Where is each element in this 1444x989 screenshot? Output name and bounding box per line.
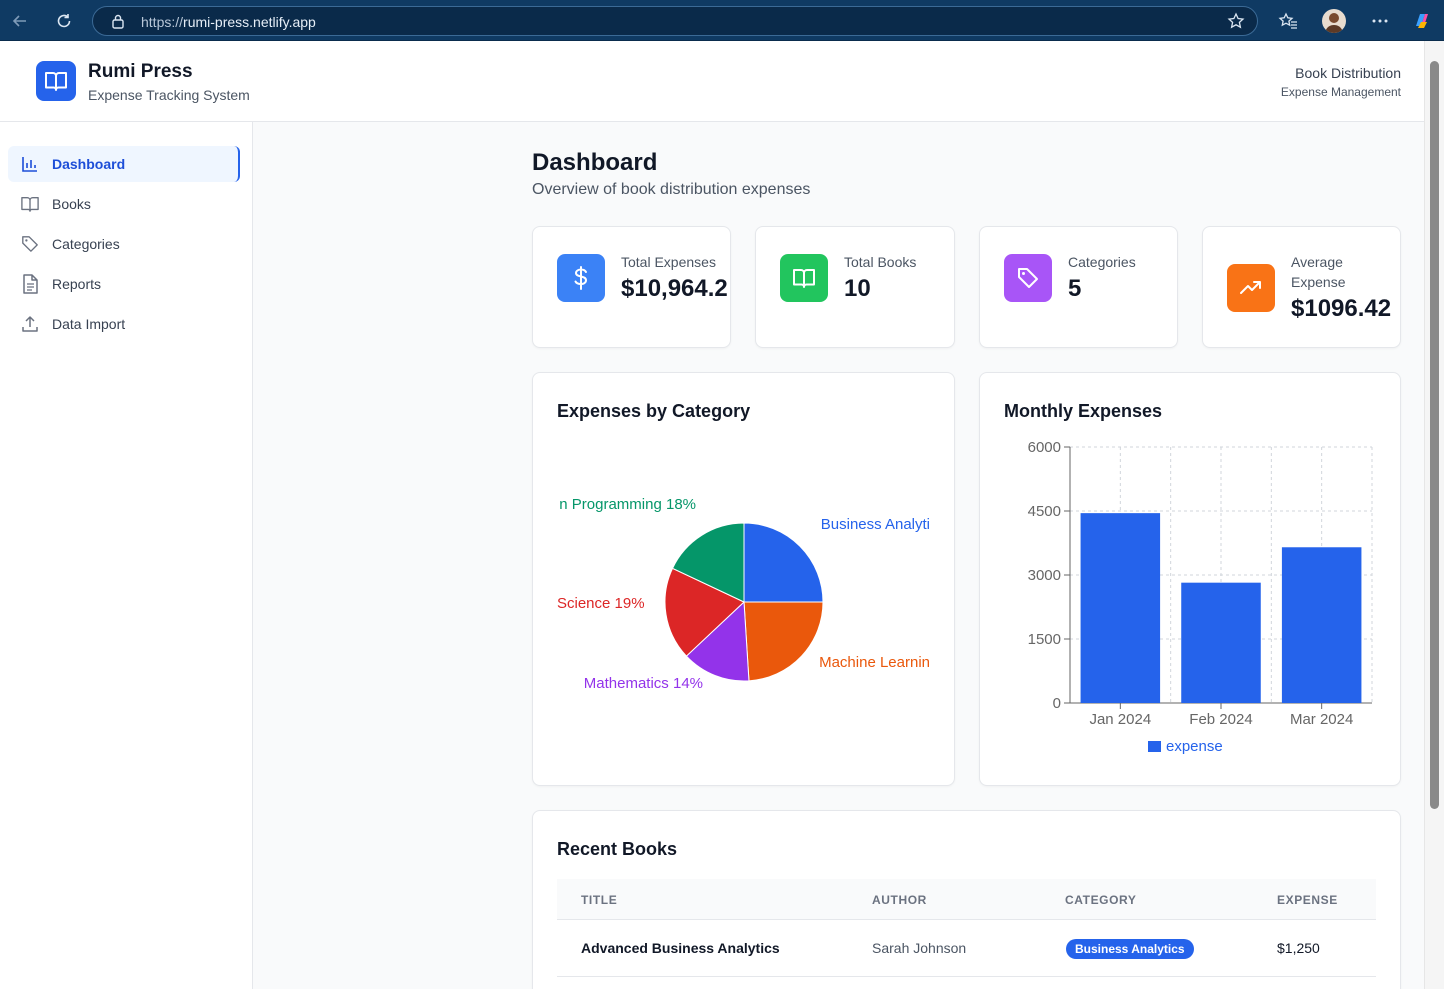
url-text: https://rumi-press.netlify.app xyxy=(141,14,316,30)
favorites-icon[interactable] xyxy=(1275,8,1301,34)
header-context-subtitle: Expense Management xyxy=(1280,85,1401,99)
app-subtitle: Expense Tracking System xyxy=(88,87,250,103)
stat-value: $10,964.2 xyxy=(621,275,728,302)
monthly-expenses-card: Monthly Expenses 0 1500 3000 4500 6000 Jan 20… xyxy=(979,372,1401,786)
sidebar-item-data-import[interactable]: Data Import xyxy=(8,306,240,342)
pie-slice-label: Business Analyti xyxy=(821,516,930,533)
pie-slice[interactable] xyxy=(664,567,745,657)
bar[interactable] xyxy=(1080,513,1161,703)
sidebar-item-label: Categories xyxy=(52,236,120,252)
tag-icon xyxy=(21,235,39,253)
pie-slice[interactable] xyxy=(685,600,750,682)
stat-card-total-expenses: Total Expenses $10,964.2 xyxy=(532,226,731,348)
column-header-author[interactable]: AUTHOR xyxy=(872,893,927,907)
chart-title: Monthly Expenses xyxy=(1004,401,1163,421)
dollar-icon xyxy=(557,254,605,302)
book-expense-cell: $1,250 xyxy=(1277,940,1320,956)
expenses-by-category-card: Expenses by Category Business Analyti Mac… xyxy=(532,372,955,786)
legend-label: expense xyxy=(1166,738,1223,755)
upload-icon xyxy=(21,315,39,333)
app-header: Rumi Press Expense Tracking System Book … xyxy=(0,41,1424,122)
column-header-expense[interactable]: EXPENSE xyxy=(1277,893,1338,907)
tag-icon xyxy=(1004,254,1052,302)
sidebar-item-label: Reports xyxy=(52,276,102,292)
sidebar-item-dashboard[interactable]: Dashboard xyxy=(8,146,240,182)
chart-legend: expense xyxy=(1148,738,1223,755)
address-bar[interactable]: https://rumi-press.netlify.app xyxy=(92,6,1258,36)
chart-title: Expenses by Category xyxy=(557,401,751,421)
bar-chart: 0 1500 3000 4500 6000 Jan 2024 Feb 2024 Mar 202… xyxy=(1028,439,1373,755)
copilot-icon[interactable] xyxy=(1409,8,1435,34)
stat-label: Expense xyxy=(1291,274,1346,290)
page-subtitle: Overview of book distribution expenses xyxy=(532,181,811,198)
y-tick-label: 3000 xyxy=(1028,567,1061,584)
y-tick-label: 1500 xyxy=(1028,631,1061,648)
column-header-category[interactable]: CATEGORY xyxy=(1065,893,1137,907)
legend-swatch xyxy=(1148,741,1161,752)
profile-avatar[interactable] xyxy=(1322,9,1346,33)
stat-card-average-expense: Average Expense $1096.42 xyxy=(1202,226,1401,348)
category-badge: Business Analytics xyxy=(1066,939,1194,959)
pie-slice-label: Machine Learnin xyxy=(819,654,930,671)
reload-icon[interactable] xyxy=(51,8,77,34)
book-icon xyxy=(21,195,39,213)
app-title: Rumi Press xyxy=(88,61,193,82)
section-title: Recent Books xyxy=(557,839,678,859)
book-title-cell: Advanced Business Analytics xyxy=(581,940,780,956)
file-text-icon xyxy=(21,274,39,294)
y-tick-label: 0 xyxy=(1053,695,1061,712)
logo-book-icon xyxy=(36,61,76,101)
stat-label: Average xyxy=(1291,254,1343,270)
stat-label: Categories xyxy=(1068,254,1136,270)
scrollbar-thumb[interactable] xyxy=(1430,61,1439,809)
sidebar-item-label: Books xyxy=(52,196,91,212)
stat-label: Total Expenses xyxy=(621,254,716,270)
stat-card-total-books: Total Books 10 xyxy=(755,226,955,348)
favorite-star-icon[interactable] xyxy=(1227,12,1245,35)
header-context-title: Book Distribution xyxy=(1295,65,1401,81)
pie-slice[interactable] xyxy=(743,522,824,603)
pie-slice[interactable] xyxy=(743,601,824,682)
pie-chart: Business Analyti Machine Learnin Mathemati… xyxy=(557,496,930,692)
y-tick-label: 4500 xyxy=(1028,503,1061,520)
bar[interactable] xyxy=(1181,582,1261,703)
bar-chart-icon xyxy=(21,155,39,173)
book-author-cell: Sarah Johnson xyxy=(872,940,967,956)
sidebar-item-label: Dashboard xyxy=(52,156,126,172)
table-row[interactable]: Advanced Business Analytics Sarah Johnso… xyxy=(557,920,1376,977)
stat-card-categories: Categories 5 xyxy=(979,226,1178,348)
table-header: TITLE AUTHOR CATEGORY EXPENSE xyxy=(557,879,1376,920)
book-open-icon xyxy=(780,254,828,302)
sidebar: Dashboard Books Categories Reports Data … xyxy=(0,122,253,989)
x-tick-label: Mar 2024 xyxy=(1290,711,1353,728)
sidebar-item-reports[interactable]: Reports xyxy=(8,266,240,302)
back-icon[interactable] xyxy=(7,8,33,34)
stat-value: 10 xyxy=(844,275,871,302)
sidebar-item-categories[interactable]: Categories xyxy=(8,226,240,262)
pie-slice-label: Science 19% xyxy=(557,595,645,612)
browser-toolbar: https://rumi-press.netlify.app xyxy=(0,0,1444,41)
bar[interactable] xyxy=(1281,547,1362,703)
trending-up-icon xyxy=(1227,264,1275,312)
lock-icon xyxy=(111,13,125,34)
page-title: Dashboard xyxy=(532,149,658,176)
pie-slice-label: Mathematics 14% xyxy=(584,675,703,692)
stat-value: 5 xyxy=(1068,275,1082,302)
pie-slice[interactable] xyxy=(671,522,745,603)
page-scrollbar[interactable] xyxy=(1424,41,1444,989)
stat-label: Total Books xyxy=(844,254,917,270)
sidebar-item-label: Data Import xyxy=(52,316,126,332)
sidebar-item-books[interactable]: Books xyxy=(8,186,240,222)
x-tick-label: Feb 2024 xyxy=(1189,711,1252,728)
y-tick-label: 6000 xyxy=(1028,439,1061,456)
pie-slice-label: n Programming 18% xyxy=(559,496,696,513)
more-menu-icon[interactable] xyxy=(1367,8,1393,34)
stat-value: $1096.42 xyxy=(1291,295,1392,322)
x-tick-label: Jan 2024 xyxy=(1089,711,1151,728)
column-header-title[interactable]: TITLE xyxy=(581,893,618,907)
